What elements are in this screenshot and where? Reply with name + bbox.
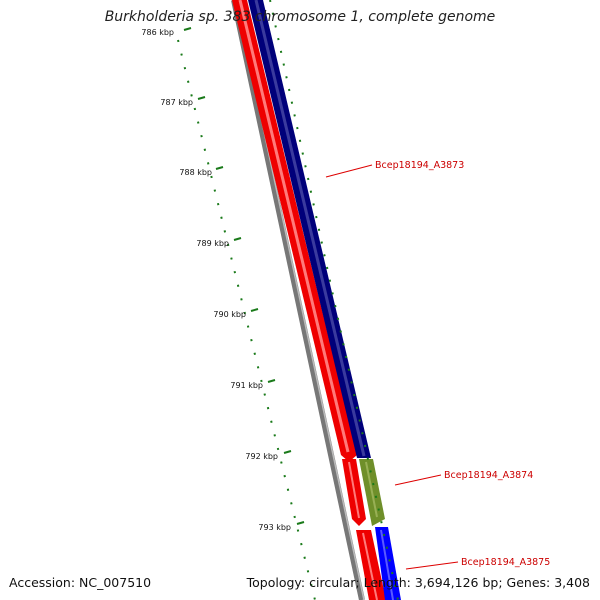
scale-tick-label: 790 kbp	[213, 310, 246, 319]
gene-track-red-3	[356, 530, 386, 600]
scale-dotted-line	[177, 39, 316, 600]
chromosome-backbone	[231, 0, 365, 600]
outer-dotted-guide	[269, 0, 399, 600]
gene-track-navy-highlight	[254, 0, 366, 457]
scale-tick-787: 787 kbp	[160, 96, 206, 107]
scale-tick-788: 788 kbp	[179, 166, 224, 177]
scale-tick-label: 787 kbp	[160, 98, 193, 107]
scale-tick-790: 790 kbp	[213, 308, 259, 319]
scale-tick-label: 789 kbp	[196, 239, 229, 248]
scale-tick-label: 792 kbp	[245, 452, 278, 461]
scale-tick-792: 792 kbp	[245, 450, 292, 461]
gene-label-a3874[interactable]: Bcep18194_A3874	[394, 470, 533, 486]
genome-summary-text: Topology: circular; Length: 3,694,126 bp…	[246, 575, 590, 590]
scale-tick-label: 791 kbp	[230, 381, 263, 390]
accession-text: Accession: NC_007510	[9, 575, 152, 590]
scale-tick-786: 786 kbp	[141, 27, 192, 37]
scale-tick-label: 793 kbp	[258, 523, 291, 532]
gene-track-red-2-highlight	[348, 461, 360, 519]
scale-tick-789: 789 kbp	[196, 237, 242, 248]
gene-label-a3875[interactable]: Bcep18194_A3875	[405, 557, 550, 570]
map-title: Burkholderia sp. 383 chromosome 1, compl…	[104, 9, 496, 25]
scale-tick-label: 788 kbp	[179, 168, 212, 177]
gene-label-a3873[interactable]: Bcep18194_A3873	[325, 160, 464, 178]
gene-bcep18194-a3875[interactable]	[375, 527, 401, 600]
gene-label-text[interactable]: Bcep18194_A3874	[444, 470, 533, 481]
gene-bcep18194-a3874-highlight	[365, 461, 378, 518]
gene-label-text[interactable]: Bcep18194_A3875	[461, 557, 550, 568]
scale-tick-791: 791 kbp	[230, 379, 276, 390]
gene-track-red-3-highlight	[362, 532, 378, 600]
scale-tick-793: 793 kbp	[258, 521, 305, 532]
gene-track-red-1-highlight	[238, 0, 350, 453]
scale-tick-label: 786 kbp	[141, 28, 174, 37]
gene-bcep18194-a3875-highlight	[380, 529, 394, 600]
gene-label-text[interactable]: Bcep18194_A3873	[375, 160, 464, 171]
